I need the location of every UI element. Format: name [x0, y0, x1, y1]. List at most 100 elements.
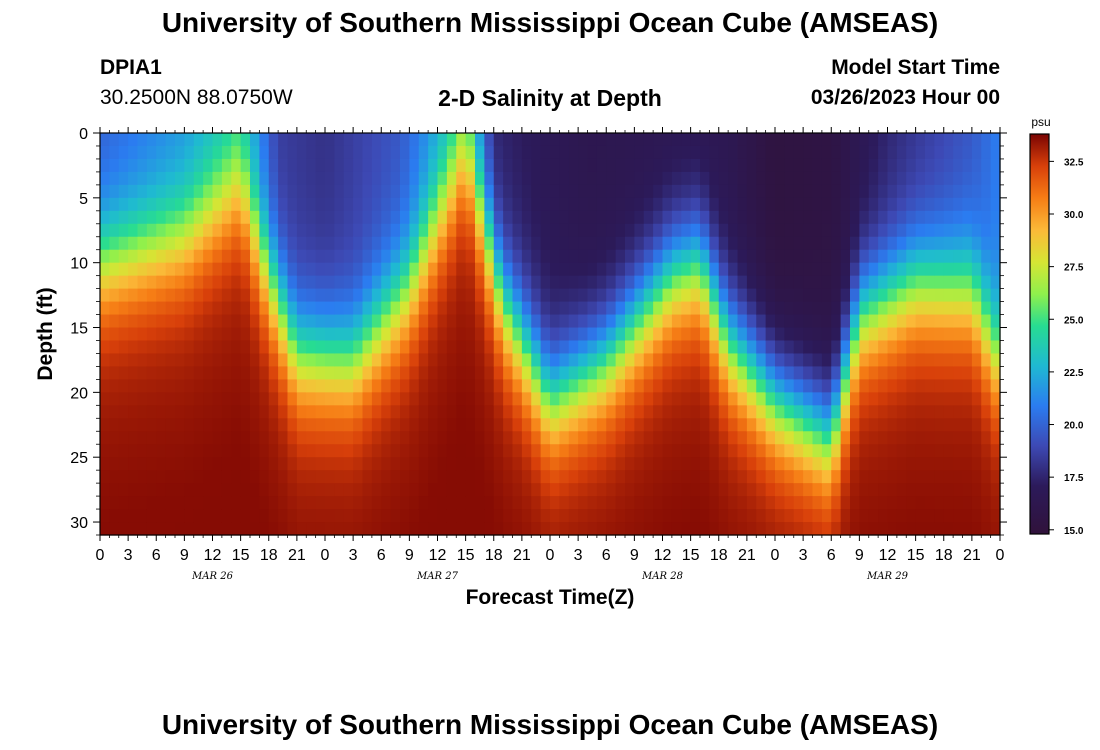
- heatmap-cell: [268, 483, 279, 497]
- heatmap-cell: [250, 262, 260, 277]
- heatmap-cell: [859, 145, 870, 160]
- heatmap-cell: [550, 275, 560, 290]
- heatmap-cell: [840, 353, 851, 368]
- heatmap-cell: [109, 223, 120, 238]
- heatmap-cell: [728, 431, 739, 445]
- x-tick-label: 18: [935, 547, 953, 564]
- heatmap-cell: [803, 314, 814, 329]
- heatmap-cell: [868, 444, 879, 458]
- heatmap-cell: [568, 210, 579, 225]
- heatmap-cell: [737, 327, 748, 342]
- heatmap-cell: [446, 418, 457, 432]
- heatmap-cell: [671, 133, 682, 147]
- heatmap-cell: [409, 197, 420, 212]
- x-tick-label: 0: [546, 547, 555, 564]
- heatmap-cell: [362, 145, 373, 160]
- heatmap-cell: [512, 145, 523, 160]
- heatmap-cell: [250, 340, 260, 355]
- heatmap-cell: [512, 353, 523, 368]
- heatmap-cell: [315, 405, 326, 419]
- heatmap-cell: [943, 379, 954, 393]
- heatmap-cell: [428, 327, 439, 342]
- heatmap-cell: [371, 457, 382, 471]
- heatmap-cell: [540, 184, 551, 199]
- colorbar: [1030, 134, 1049, 534]
- heatmap-cell: [203, 288, 214, 303]
- heatmap-cell: [906, 314, 917, 329]
- heatmap-cell: [765, 470, 776, 484]
- heatmap-cell: [175, 288, 185, 303]
- heatmap-cell: [681, 496, 692, 510]
- heatmap-cell: [475, 301, 485, 316]
- heatmap-cell: [390, 418, 401, 432]
- heatmap-cell: [878, 314, 889, 329]
- heatmap-cell: [831, 288, 842, 303]
- heatmap-cell: [915, 210, 926, 225]
- heatmap-cell: [296, 301, 307, 316]
- heatmap-cell: [550, 340, 560, 355]
- heatmap-cell: [643, 457, 654, 471]
- heatmap-cell: [784, 470, 795, 484]
- heatmap-cell: [887, 288, 898, 303]
- heatmap-cell: [878, 236, 889, 251]
- heatmap-cell: [156, 133, 167, 147]
- heatmap-cell: [596, 392, 607, 406]
- heatmap-cell: [409, 288, 420, 303]
- heatmap-cell: [812, 392, 823, 406]
- heatmap-cell: [540, 314, 551, 329]
- heatmap-cell: [953, 133, 964, 147]
- heatmap-cell: [859, 223, 870, 238]
- heatmap-cell: [840, 444, 851, 458]
- heatmap-cell: [681, 197, 692, 212]
- heatmap-cell: [109, 444, 120, 458]
- heatmap-cell: [334, 509, 345, 523]
- heatmap-cell: [671, 496, 682, 510]
- heatmap-cell: [550, 418, 560, 432]
- heatmap-cell: [409, 457, 420, 471]
- heatmap-cell: [100, 275, 110, 290]
- heatmap-cell: [634, 249, 645, 264]
- heatmap-cell: [812, 483, 823, 497]
- heatmap-cell: [146, 366, 157, 380]
- heatmap-cell: [446, 236, 457, 251]
- heatmap-cell: [878, 392, 889, 406]
- heatmap-cell: [428, 158, 439, 173]
- heatmap-cell: [503, 301, 514, 316]
- heatmap-cell: [990, 353, 1001, 368]
- heatmap-cell: [353, 509, 364, 523]
- heatmap-cell: [146, 340, 157, 355]
- heatmap-cell: [446, 405, 457, 419]
- heatmap-cell: [287, 379, 298, 393]
- y-tick-label: 0: [79, 126, 88, 143]
- heatmap-cell: [334, 275, 345, 290]
- heatmap-cell: [859, 158, 870, 173]
- heatmap-cell: [493, 353, 504, 368]
- heatmap-cell: [343, 353, 354, 368]
- heatmap-cell: [296, 366, 307, 380]
- heatmap-cell: [484, 158, 495, 173]
- heatmap-cell: [971, 133, 982, 147]
- heatmap-cell: [325, 457, 335, 471]
- heatmap-cell: [915, 249, 926, 264]
- heatmap-cell: [878, 379, 889, 393]
- heatmap-cell: [878, 223, 889, 238]
- heatmap-cell: [746, 483, 757, 497]
- heatmap-cell: [353, 496, 364, 510]
- heatmap-cell: [456, 145, 467, 160]
- heatmap-cell: [250, 327, 260, 342]
- heatmap-cell: [690, 197, 701, 212]
- heatmap-cell: [156, 288, 167, 303]
- x-tick-label: 9: [180, 547, 189, 564]
- heatmap-cell: [850, 353, 860, 368]
- x-tick-label: 3: [574, 547, 583, 564]
- heatmap-cell: [925, 470, 935, 484]
- heatmap-cell: [840, 457, 851, 471]
- heatmap-cell: [428, 288, 439, 303]
- heatmap-cell: [550, 197, 560, 212]
- heatmap-cell: [662, 509, 673, 523]
- heatmap-cell: [531, 210, 542, 225]
- heatmap-cell: [221, 470, 232, 484]
- heatmap-cell: [803, 444, 814, 458]
- heatmap-cell: [578, 457, 589, 471]
- heatmap-cell: [521, 418, 532, 432]
